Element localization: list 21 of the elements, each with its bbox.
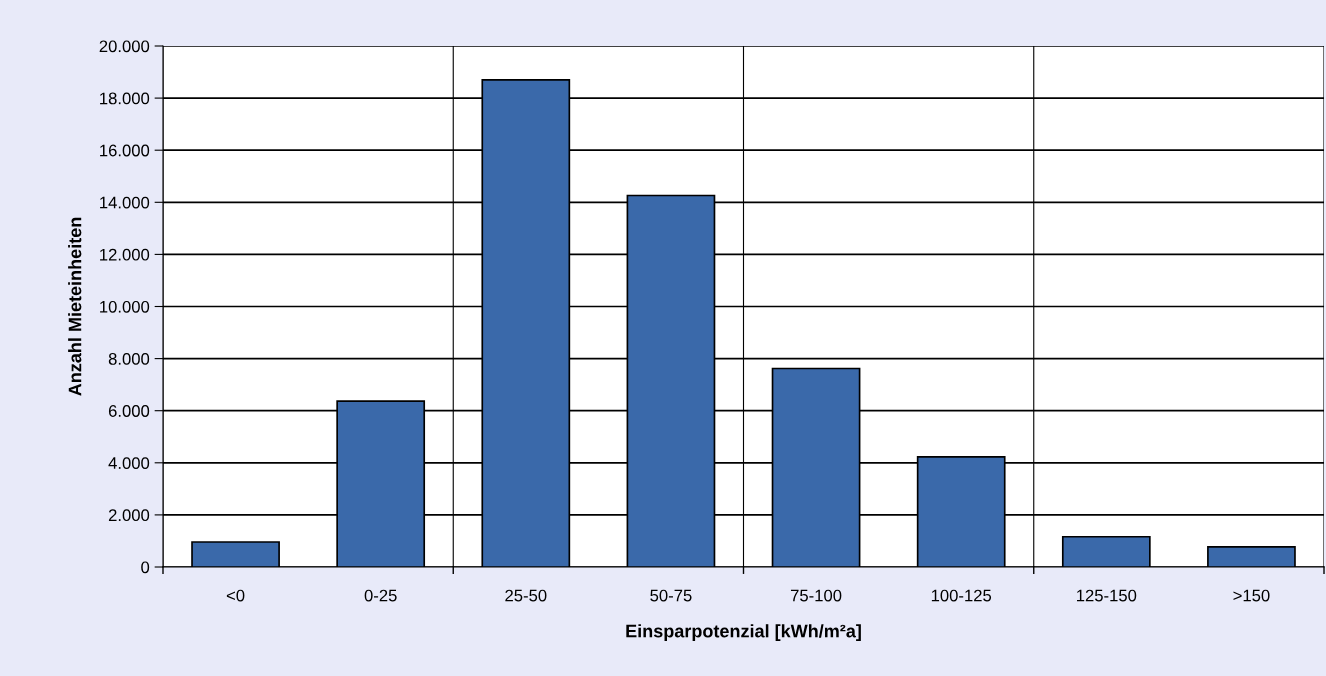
y-tick-label: 10.000 [100,300,150,313]
x-tick-label: 75-100 [790,589,842,602]
x-tick-label: 125-150 [1077,589,1137,602]
x-tick-label: 0-25 [364,589,397,602]
y-tick-label: 18.000 [100,92,150,105]
y-tick-label: 20.000 [99,40,150,53]
x-tick-label: 50-75 [650,589,692,602]
y-tick-label: 14.000 [100,196,150,209]
y-tick-label: 4.000 [108,457,150,469]
x-tick-label: 100-125 [931,589,992,602]
y-tick-label: 12.000 [100,248,150,261]
x-tick-label: >150 [1233,589,1270,602]
x-tick-label: 25-50 [505,589,547,602]
y-axis-title: Anzahl Mieteinheiten [68,217,82,396]
y-tick-label: 16.000 [100,144,150,157]
y-tick-label: 2.000 [108,509,150,522]
y-tick-label: 8.000 [108,353,150,365]
x-tick-label: <0 [226,589,245,602]
y-tick-label: 6.000 [108,405,150,417]
x-axis-title: Einsparpotenzial [kWh/m²a] [626,624,861,642]
y-tick-label: 0 [141,561,150,574]
